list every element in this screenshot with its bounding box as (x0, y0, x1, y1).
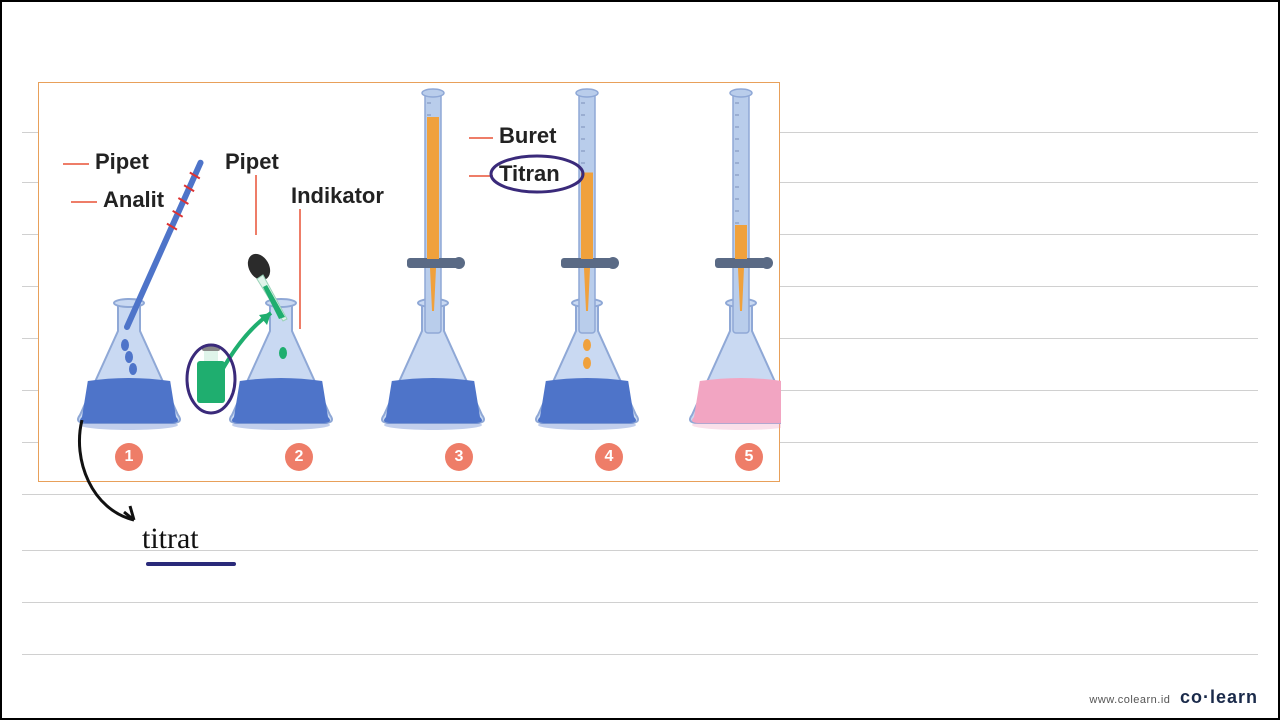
step-num-5: 5 (745, 448, 754, 466)
annotation-underline (146, 562, 236, 566)
footer-brand: co·learn (1180, 687, 1258, 707)
step-num-4: 4 (605, 448, 614, 466)
annotation-titrat: titrat (142, 522, 199, 556)
step-badge-4: 4 (595, 443, 623, 471)
circle-titran-annotation (487, 153, 587, 195)
label-indikator: Indikator (291, 183, 384, 209)
footer: www.colearn.id co·learn (1089, 687, 1258, 708)
leader-buret (469, 137, 493, 139)
step-num-3: 3 (455, 448, 464, 466)
label-buret: Buret (499, 123, 556, 149)
leader-indikator (299, 209, 301, 329)
video-frame: Pipet Analit Pipet Indikator Buret Titra… (0, 0, 1280, 720)
label-analit: Analit (103, 187, 164, 213)
step-badge-3: 3 (445, 443, 473, 471)
leader-pipet (63, 163, 89, 165)
label-pipet: Pipet (95, 149, 149, 175)
leader-pipet2 (255, 175, 257, 235)
step-num-2: 2 (295, 448, 304, 466)
leader-analit (71, 201, 97, 203)
label-pipet2: Pipet (225, 149, 279, 175)
step-badge-2: 2 (285, 443, 313, 471)
step-badge-5: 5 (735, 443, 763, 471)
footer-url: www.colearn.id (1089, 694, 1170, 706)
